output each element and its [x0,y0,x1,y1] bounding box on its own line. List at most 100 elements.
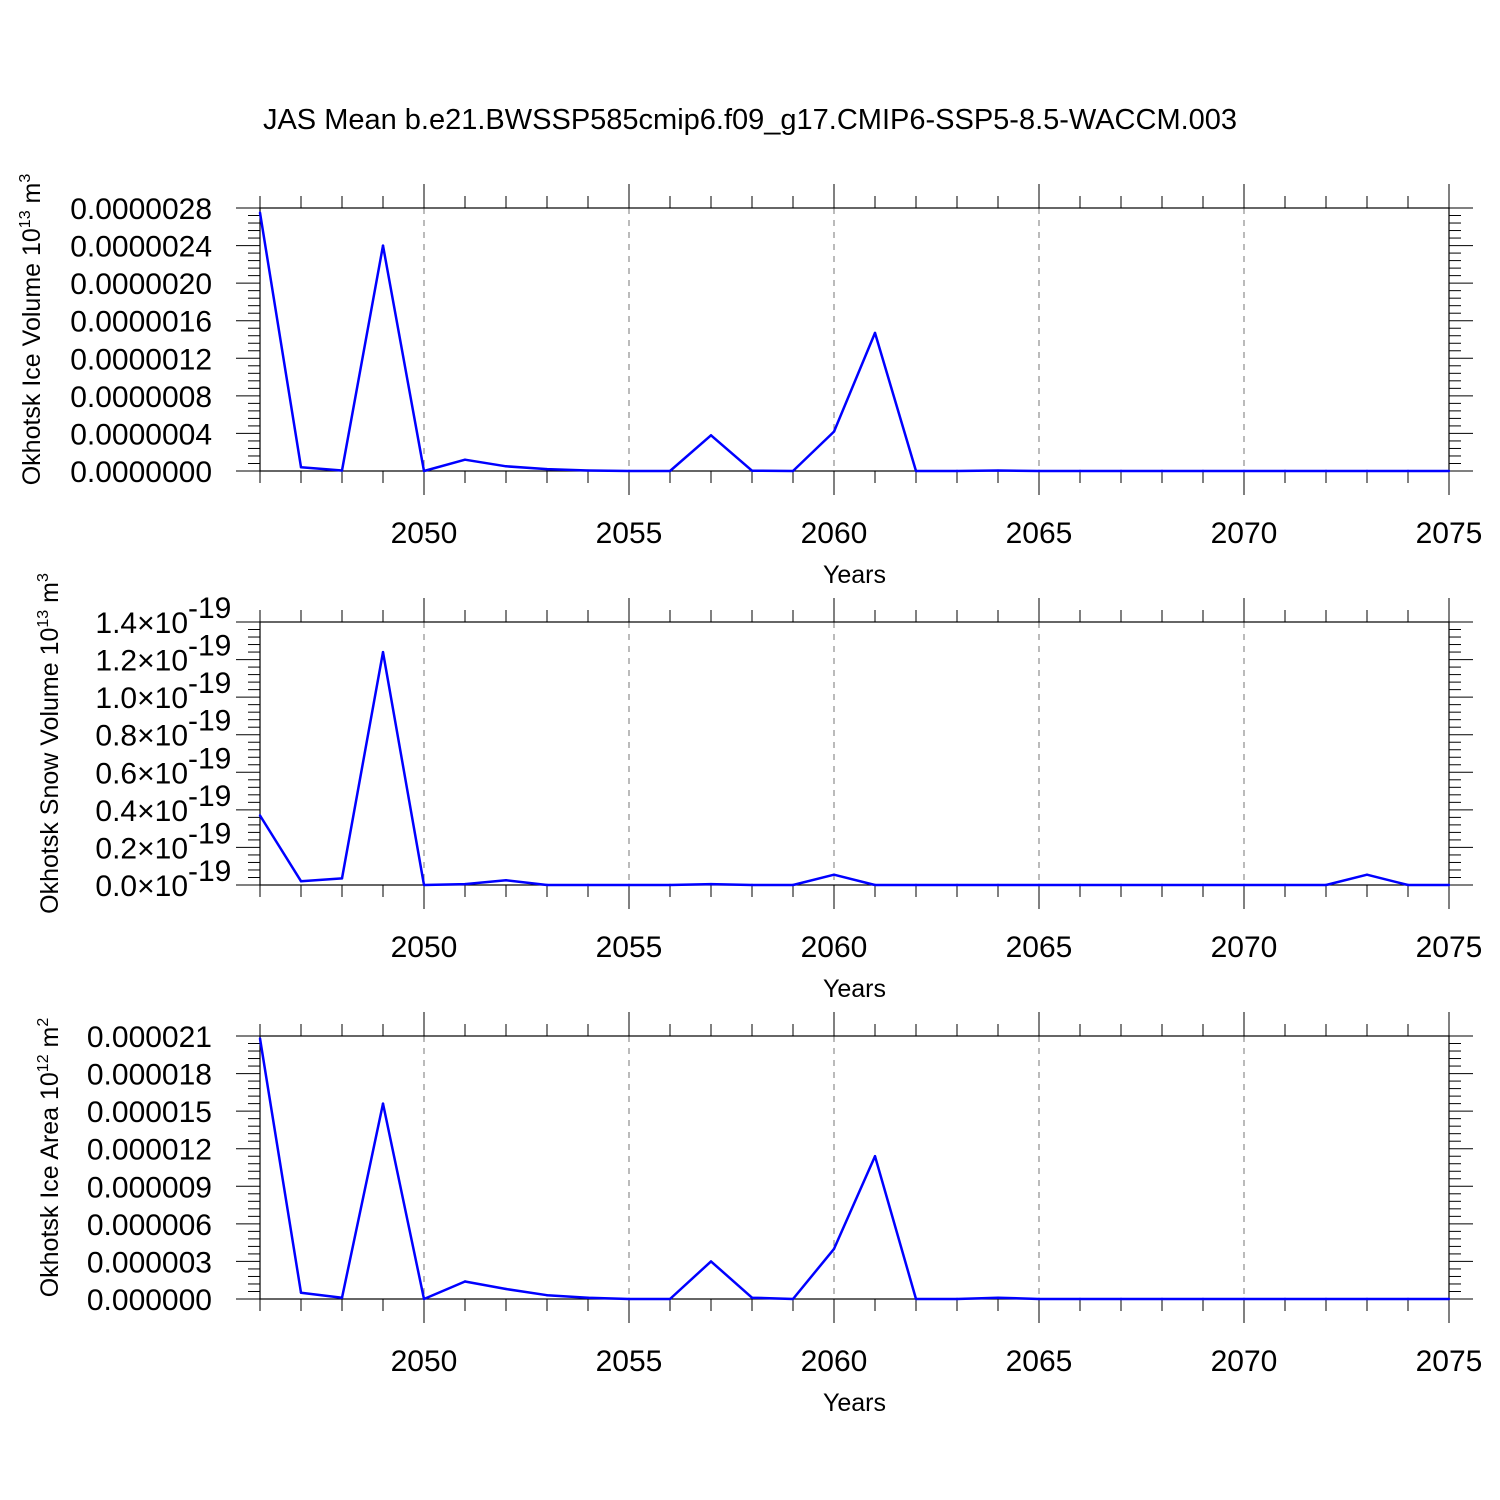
y-tick-exponent: -19 [188,667,231,700]
data-point [422,469,426,473]
y-axis-title-unit: m [36,1027,64,1055]
data-point [1406,469,1410,473]
y-tick-label: 0.0000008 [70,381,212,414]
y-tick-exponent: -19 [188,705,231,738]
data-point [422,883,426,887]
series-line [258,1038,1449,1301]
data-point [873,883,877,887]
x-tick-label: 2055 [596,1345,663,1378]
y-axis-title: Okhotsk Snow Volume 1013 m3 [35,573,64,914]
data-point [627,1297,631,1301]
data-point [955,883,959,887]
data-point [1201,469,1205,473]
data-point [299,1291,303,1294]
data-point [1119,469,1123,473]
y-tick-label: 0.0000024 [70,231,212,264]
data-point [463,458,467,461]
data-point [1365,469,1369,473]
data-point [750,1296,754,1299]
x-tick-label: 2070 [1211,1345,1278,1378]
data-point [258,814,262,817]
x-tick-label: 2070 [1211,517,1278,550]
data-point [1201,1297,1205,1301]
data-point [832,873,836,876]
data-point [1447,469,1451,473]
data-point [1160,1297,1164,1301]
data-point [340,1296,344,1299]
data-point [750,469,754,472]
data-point [627,469,631,473]
data-point [627,883,631,887]
data-point [340,469,344,472]
y-axis-title-unit: m [36,582,64,610]
data-point [545,1294,549,1297]
data-point [996,883,1000,887]
y-tick-exponent: -19 [188,855,231,888]
x-tick-label: 2075 [1416,931,1483,964]
data-point [258,1037,262,1040]
y-axis-title-text: Okhotsk Ice Area 10 [36,1072,64,1297]
y-tick-label: 0.000018 [87,1059,212,1092]
data-point [545,467,549,471]
data-point [832,1247,836,1251]
x-tick-label: 2075 [1416,1345,1483,1378]
data-point [873,1155,877,1158]
data-point [586,883,590,887]
y-axis-title-unit-exponent: 2 [35,1018,52,1027]
y-tick-exponent: -19 [188,742,231,775]
y-axis-title: Okhotsk Ice Volume 1013 m3 [17,174,46,486]
y-axis-title-exponent: 13 [17,210,34,228]
y-axis-title-exponent: 13 [35,610,52,628]
data-point [1406,1297,1410,1301]
y-tick-label: 0.000003 [87,1246,212,1279]
plot-frame [259,621,1450,886]
x-tick-label: 2075 [1416,517,1483,550]
data-point [791,469,795,473]
y-tick-label: 1.2×10 [95,645,188,678]
data-point [1037,1297,1041,1301]
data-point [668,883,672,887]
data-point [914,1297,918,1301]
data-point [1365,873,1369,876]
data-point [1447,1297,1451,1301]
data-point [1078,1297,1082,1301]
data-point [381,650,385,654]
data-point [1447,883,1451,887]
data-point [1119,1297,1123,1301]
data-point [463,1280,467,1283]
data-point [1406,883,1410,887]
y-tick-label: 1.4×10 [95,607,188,640]
data-point [1242,469,1246,473]
y-tick-label: 0.0000020 [70,268,212,301]
data-point [504,879,508,882]
data-point [1201,883,1205,887]
data-point [1078,469,1082,473]
x-tick-label: 2065 [1006,931,1073,964]
data-point [545,883,549,887]
y-tick-label: 0.0000028 [70,193,212,226]
data-point [791,883,795,887]
x-tick-label: 2055 [596,517,663,550]
y-tick-exponent: -19 [188,592,231,625]
data-point [463,882,467,886]
data-point [1324,469,1328,473]
data-point [996,1296,1000,1299]
data-point [955,469,959,473]
x-tick-label: 2055 [596,931,663,964]
data-point [996,469,1000,472]
x-axis-title: Years [823,975,886,1003]
data-point [299,880,303,883]
y-tick-label: 1.0×10 [95,682,188,715]
data-point [1119,883,1123,887]
data-point [1242,883,1246,887]
y-tick-label: 0.0000012 [70,343,212,376]
data-point [422,1297,426,1301]
data-point [1160,883,1164,887]
data-point [709,882,713,886]
y-axis-title-unit: m [18,183,46,211]
data-point [832,430,836,433]
data-point [381,244,385,247]
plot-panel-3: 2050 2055 2060 2065 2070 2075 0.000000 0.000003… [35,1012,1482,1417]
x-tick-label: 2060 [801,1345,868,1378]
